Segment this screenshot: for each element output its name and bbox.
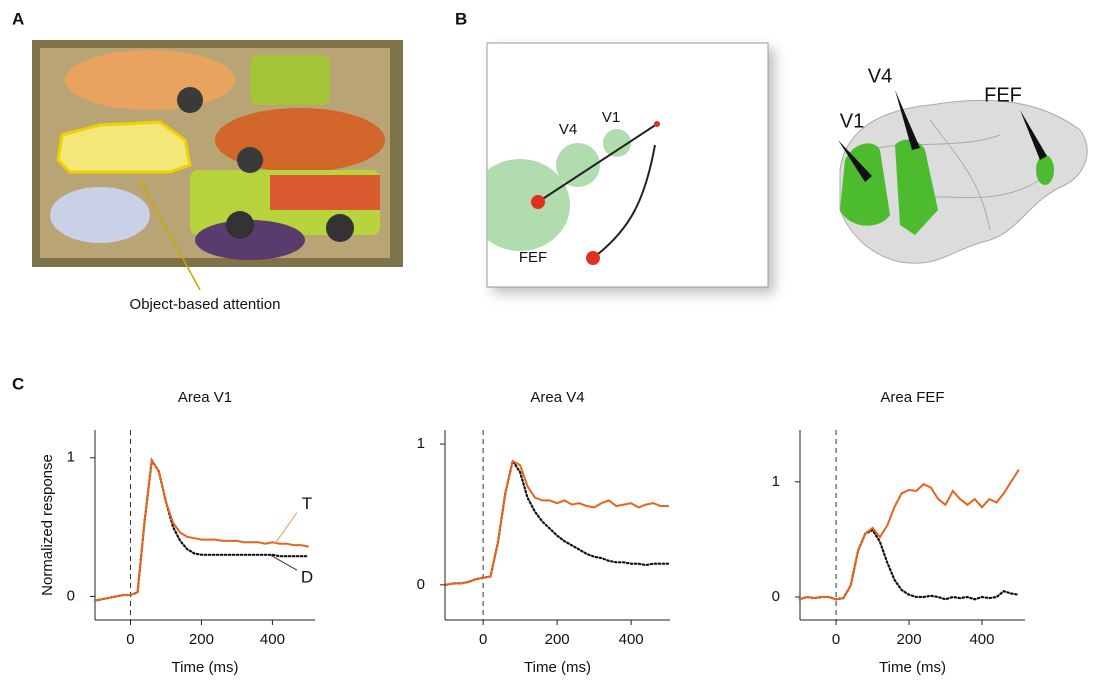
x-tick-label: 200 [189, 631, 214, 648]
chart-title: Area FEF [880, 389, 944, 406]
panel-label: C [12, 374, 24, 393]
diagram-label: V1 [602, 109, 620, 126]
x-tick-label: 400 [260, 631, 285, 648]
diagram [470, 43, 768, 287]
photo [32, 40, 403, 290]
x-axis-label: Time (ms) [172, 659, 239, 676]
diagram-label: V4 [559, 121, 577, 138]
series-line [446, 461, 668, 585]
x-tick-label: 0 [479, 631, 487, 648]
series-line [95, 461, 308, 601]
diagram-label: FEF [519, 249, 547, 266]
figure: A Object-based attention B V4 V1 FEF [0, 0, 1096, 680]
series-line [800, 470, 1019, 599]
y-tick-label: 0 [772, 588, 780, 605]
panel-label: A [12, 9, 24, 28]
series-line [800, 530, 1019, 599]
brain-label: V1 [840, 110, 864, 132]
x-tick-label: 200 [897, 631, 922, 648]
series-line [95, 461, 308, 601]
y-tick-label: 1 [417, 435, 425, 452]
y-tick-label: 1 [772, 473, 780, 490]
brain [838, 90, 1087, 263]
panel-label: B [455, 9, 467, 28]
y-axis-label: Normalized response [39, 454, 56, 596]
x-tick-label: 0 [832, 631, 840, 648]
x-axis-label: Time (ms) [524, 659, 591, 676]
x-tick-label: 0 [126, 631, 134, 648]
series-line [446, 461, 668, 585]
caption: Object-based attention [130, 296, 281, 313]
annotation-leader [275, 512, 297, 543]
brain-label: FEF [984, 84, 1022, 106]
x-tick-label: 200 [545, 631, 570, 648]
charts: Area V1 0 200 400 0 1 Time (ms) Normalized resp… [39, 389, 1025, 676]
annotation: D [301, 568, 313, 587]
y-tick-label: 1 [67, 449, 75, 466]
chart-title: Area V4 [530, 389, 584, 406]
annotation: T [302, 494, 312, 513]
brain-label: V4 [868, 65, 892, 87]
chart-title: Area V1 [178, 389, 232, 406]
y-tick-label: 0 [417, 576, 425, 593]
x-axis-label: Time (ms) [879, 659, 946, 676]
x-tick-label: 400 [619, 631, 644, 648]
x-tick-label: 400 [969, 631, 994, 648]
y-tick-label: 0 [67, 587, 75, 604]
